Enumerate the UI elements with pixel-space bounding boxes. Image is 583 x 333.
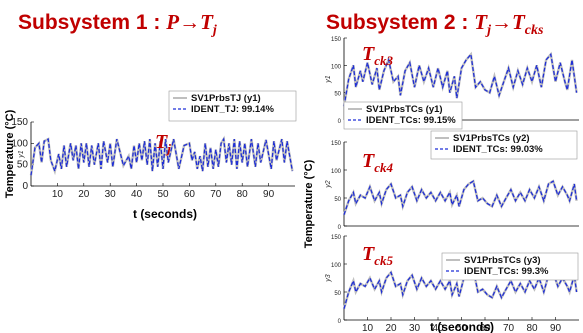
y-tick-label: 150	[331, 235, 342, 241]
y-tick-label: 100	[11, 138, 28, 149]
series-line-ident	[30, 137, 294, 176]
y-tick-label: 150	[331, 37, 342, 43]
x-tick-label: 20	[385, 323, 397, 333]
series-line-measured	[342, 179, 578, 216]
y-tick-label: 50	[334, 92, 341, 98]
panel-annotation: Tck5	[362, 243, 393, 268]
x-tick-label: 30	[105, 189, 117, 200]
x-tick-label: 30	[409, 323, 421, 333]
y-tick-label: 150	[331, 141, 342, 147]
x-tick-label: 90	[550, 323, 562, 333]
legend-entry: SV1PrbsTCs (y1)	[366, 104, 443, 115]
series-line-ident	[343, 268, 578, 309]
legend-box	[441, 252, 579, 281]
heading-2-from: T	[474, 10, 488, 34]
y-tick-label: 100	[331, 64, 342, 70]
y-tick-label: 50	[334, 291, 341, 297]
heading-subsystem-1: Subsystem 1 : P→Tj	[18, 10, 217, 38]
x-tick-label: 60	[479, 323, 491, 333]
x-tick-label: 80	[526, 323, 538, 333]
y-tick-label: 100	[331, 169, 342, 175]
inner-y-label: y1	[18, 150, 25, 159]
chart-panel-right-middle: 0 50 100 150 y2 Temperature (°C) SV1PrbsTCs (y…	[303, 130, 579, 248]
legend-entry: SV1PrbsTCs (y2)	[453, 133, 530, 144]
legend-entry: IDENT_TCs: 99.03%	[453, 144, 543, 155]
legend-entry: IDENT_TCs: 99.15%	[366, 115, 456, 126]
annotation-sub: j	[165, 141, 171, 156]
legend-entry: SV1PrbsTCs (y3)	[464, 255, 541, 266]
y-tick-label: 100	[331, 263, 342, 269]
y-axis-label: Temperature (°C)	[4, 109, 16, 198]
panel-annotation: Tj	[155, 131, 171, 156]
heading-2-prefix: Subsystem 2 :	[326, 11, 474, 34]
annotation-sub: ck4	[374, 160, 393, 175]
heading-1-prefix: Subsystem 1 :	[18, 11, 166, 34]
heading-1-arrow: →	[179, 11, 200, 34]
heading-2-to-sub: cks	[525, 23, 544, 38]
heading-1-to-sub: j	[211, 23, 217, 38]
x-tick-label: 50	[157, 189, 169, 200]
x-tick-label: 70	[210, 189, 222, 200]
x-tick-label: 40	[432, 323, 444, 333]
y-tick-label: 0	[338, 119, 342, 125]
annotation-main: T	[362, 243, 375, 265]
x-tick-label: 10	[52, 189, 64, 200]
heading-2-from-sub: j	[485, 23, 491, 38]
chart-panel-right-bottom: 0 50 100 150 10 20 30 40 50 60 70 80 90 y3 t (seconds)…	[325, 235, 579, 333]
panel-annotation: Tck3	[362, 43, 393, 68]
y-tick-label: 0	[338, 225, 342, 231]
heading-1-to: T	[200, 10, 214, 34]
x-tick-label: 10	[362, 323, 374, 333]
x-tick-label: 70	[503, 323, 515, 333]
panel-annotation: Tck4	[362, 150, 393, 175]
x-tick-label: 90	[263, 189, 275, 200]
x-axis-label: t (seconds)	[430, 320, 494, 333]
chart-panel-right-top: 0 50 100 150 y1 SV1PrbsTCs (y1)IDENT_TCs: 99.…	[325, 37, 579, 130]
y-tick-label: 0	[22, 181, 28, 192]
y-tick-label: 50	[17, 160, 29, 171]
x-tick-label: 50	[456, 323, 468, 333]
x-tick-label: 80	[237, 189, 249, 200]
annotation-main: T	[155, 131, 168, 153]
legend-box	[343, 101, 463, 130]
x-tick-label: 20	[78, 189, 90, 200]
chart-panel-left: 0 50 100 150 10 20 30 40 50 60 70 80 90 y1Temperature…	[4, 90, 297, 221]
series-line-ident	[343, 180, 578, 216]
x-tick-label: 40	[131, 189, 143, 200]
x-axis-label: t (seconds)	[133, 207, 197, 221]
legend-entry: IDENT_TCs: 99.3%	[464, 266, 549, 277]
series-line-ident	[343, 52, 578, 107]
y-axis-label: Temperature (°C)	[303, 159, 315, 248]
heading-2-arrow: →	[491, 11, 512, 34]
inner-y-label: y1	[325, 75, 332, 84]
y-tick-label: 0	[338, 319, 342, 325]
legend-box	[430, 130, 578, 160]
inner-y-label: y3	[325, 274, 332, 283]
y-tick-label: 150	[11, 117, 28, 128]
annotation-sub: ck5	[374, 253, 393, 268]
heading-2-to: T	[512, 10, 526, 34]
heading-subsystem-2: Subsystem 2 : Tj→Tcks	[326, 10, 544, 38]
inner-y-label: y2	[325, 180, 332, 189]
y-tick-label: 50	[334, 197, 341, 203]
annotation-main: T	[362, 43, 375, 65]
heading-1-from: P	[165, 10, 179, 34]
x-tick-label: 60	[184, 189, 196, 200]
legend-entry: IDENT_TJ: 99.14%	[191, 104, 274, 115]
legend-box	[168, 90, 297, 122]
annotation-sub: ck3	[374, 53, 393, 68]
legend-entry: SV1PrbsTJ (y1)	[191, 93, 261, 104]
annotation-main: T	[362, 150, 375, 172]
